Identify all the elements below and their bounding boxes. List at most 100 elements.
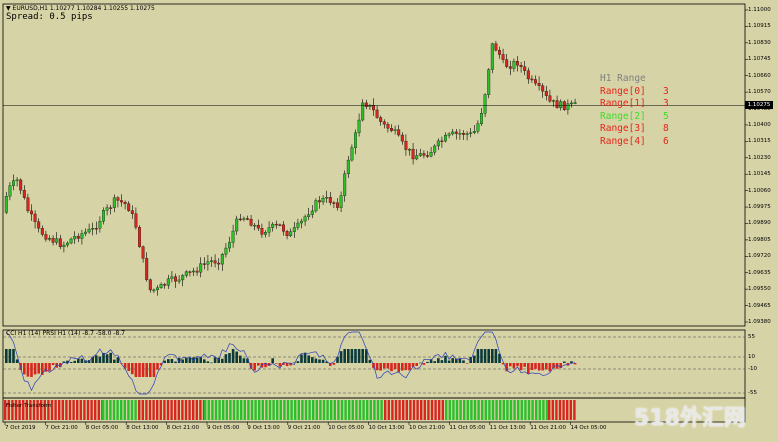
bear-candle	[246, 218, 249, 220]
trend-bar-bull	[232, 400, 236, 420]
trend-bar-bear	[79, 400, 82, 420]
trend-bar-bull	[222, 400, 225, 420]
cci-bar-positive	[203, 359, 206, 363]
trend-bar-bear	[145, 400, 148, 420]
trend-bar-bear	[409, 400, 412, 420]
cci-bar-positive	[440, 360, 444, 363]
symbol-info[interactable]: ▼ EURUSD,H1 1.10277 1.10284 1.10255 1.10…	[6, 5, 155, 12]
bull-candle	[307, 214, 311, 217]
bull-candle	[264, 232, 267, 235]
cci-bar-negative	[552, 363, 555, 369]
trend-bar-bear	[97, 400, 100, 420]
bear-candle	[498, 50, 501, 55]
cci-bar-negative	[282, 363, 285, 365]
bear-candle	[37, 221, 41, 229]
bull-candle	[12, 180, 15, 186]
cci-bar-positive	[221, 358, 224, 363]
range-value: 6	[662, 135, 669, 147]
bear-candle	[508, 66, 512, 69]
cci-bar-positive	[318, 359, 321, 363]
cci-bar-negative	[523, 363, 526, 367]
bear-candle	[116, 197, 120, 201]
trend-bar-bear	[22, 400, 25, 420]
trend-bar-bull	[366, 400, 369, 420]
trend-bar-bear	[72, 400, 75, 420]
trend-bar-bull	[459, 400, 462, 420]
bull-candle	[458, 133, 462, 135]
trend-bar-bull	[355, 400, 358, 420]
trend-bar-bear	[159, 400, 162, 420]
price-tick-label: 1.10315	[748, 138, 771, 145]
trend-bar-bull	[358, 400, 362, 420]
cci-bar-negative	[555, 363, 559, 369]
bear-candle	[523, 66, 527, 71]
bear-candle	[130, 210, 134, 214]
trend-bar-bull	[531, 400, 534, 420]
price-tick-label: 1.10060	[748, 187, 771, 194]
trend-bar-bear	[14, 400, 18, 420]
rsi-line	[6, 331, 576, 395]
bull-candle	[224, 247, 228, 255]
bear-candle	[44, 234, 48, 240]
bear-candle	[537, 83, 541, 86]
cci-bar-negative	[505, 363, 508, 372]
bull-candle	[303, 216, 307, 222]
cci-bar-negative	[285, 363, 289, 367]
cci-bar-positive	[116, 357, 120, 363]
trend-bar-bull	[236, 400, 239, 420]
trend-bar-bear	[94, 400, 97, 420]
trend-bar-bull	[513, 400, 516, 420]
cci-bar-negative	[131, 363, 134, 375]
cci-bar-positive	[73, 360, 76, 363]
cci-bar-positive	[368, 359, 372, 363]
cci-bar-negative	[537, 363, 541, 371]
cci-bar-positive	[195, 357, 199, 363]
cci-bar-positive	[491, 349, 494, 363]
trend-bar-bear	[188, 400, 191, 420]
cci-bar-negative	[257, 363, 260, 366]
cci-bar-positive	[347, 349, 350, 363]
cci-bar-positive	[426, 361, 429, 363]
bear-candle	[260, 228, 264, 235]
trend-bar-bull	[301, 400, 304, 420]
trend-bar-bull	[134, 400, 137, 420]
bear-candle	[145, 258, 149, 280]
spread-label: Spread: 0.5 pips	[6, 12, 93, 22]
cci-bar-negative	[123, 363, 127, 369]
bull-candle	[300, 220, 303, 224]
trend-bar-bull	[491, 400, 495, 420]
cci-bar-negative	[393, 363, 397, 370]
trend-bar-bull	[535, 400, 538, 420]
price-tick-label: 1.09550	[748, 286, 771, 293]
cci-bar-negative	[408, 363, 411, 371]
cci-bar-negative	[559, 363, 562, 369]
trend-bar-bull	[473, 400, 477, 420]
bear-candle	[94, 228, 98, 230]
cci-bar-positive	[487, 349, 490, 363]
trend-bar-bear	[548, 400, 551, 420]
bull-candle	[296, 222, 300, 228]
time-tick-label: 11 Oct 13:00	[489, 425, 526, 431]
time-tick-label: 10 Oct 13:00	[368, 425, 405, 431]
bull-candle	[476, 123, 480, 132]
cci-bar-positive	[98, 356, 102, 363]
trend-bar-bear	[11, 400, 14, 420]
price-tick-label: 1.10830	[748, 39, 771, 46]
bear-candle	[249, 218, 253, 226]
bear-candle	[555, 100, 559, 108]
bear-candle	[163, 284, 167, 286]
cci-bar-positive	[314, 358, 318, 363]
bear-candle	[390, 128, 393, 131]
trend-bar-bull	[337, 400, 340, 420]
cci-bar-positive	[271, 358, 274, 363]
cci-bar-negative	[422, 363, 426, 365]
cci-bar-positive	[494, 349, 498, 363]
trend-bar-bear	[156, 400, 159, 420]
price-tick-label: 1.09635	[748, 269, 771, 276]
bull-candle	[487, 69, 491, 95]
cci-bar-negative	[275, 363, 278, 364]
trend-bar-bull	[214, 400, 218, 420]
trend-bar-bear	[384, 400, 387, 420]
